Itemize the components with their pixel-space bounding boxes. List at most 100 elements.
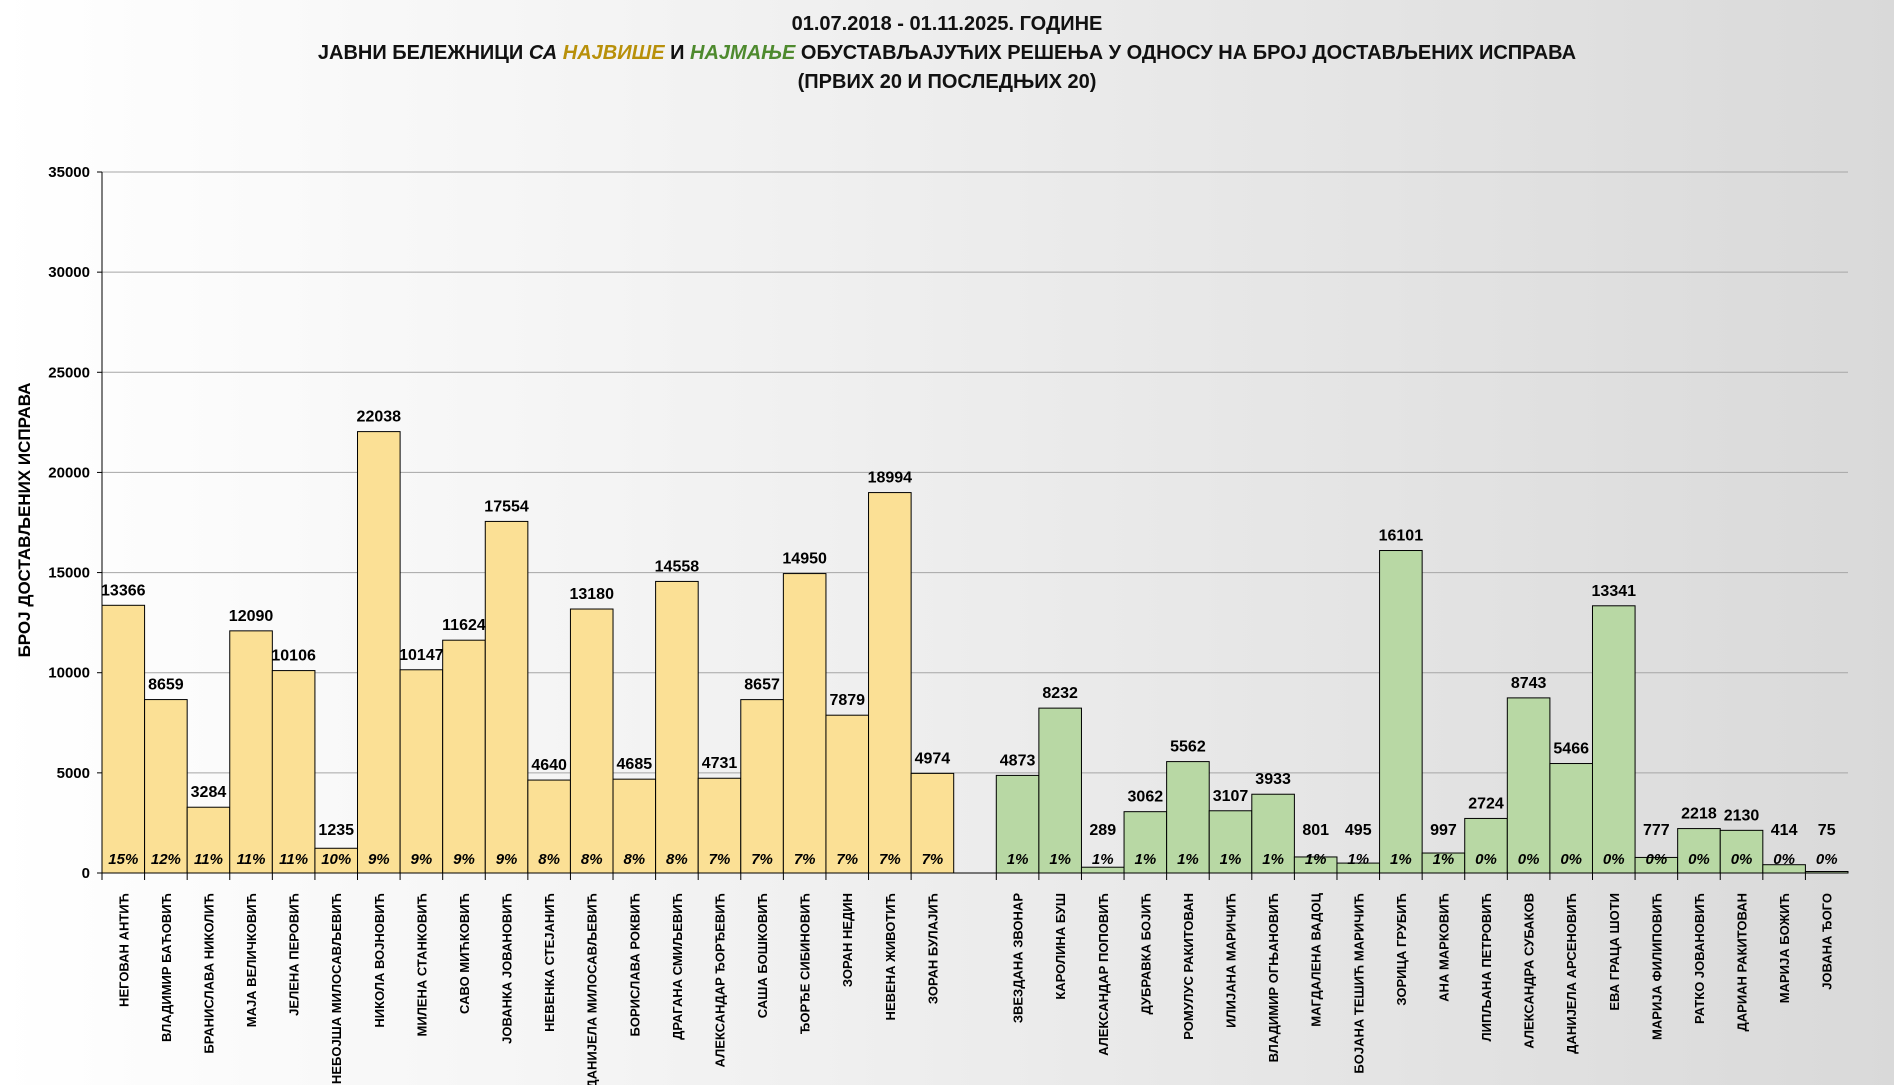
percent-label: 9% (411, 851, 433, 868)
percent-label: 0% (1603, 851, 1625, 868)
category-label: АЛЕКСАНДАР ПОПОВИЋ (1096, 893, 1111, 1056)
bar (1251, 793, 1295, 874)
category-label: ДАНИЈЕЛА МИЛОСАВЉЕВИЋ (585, 893, 600, 1085)
category-label: НЕВЕНА ЖИВОТИЋ (883, 893, 898, 1020)
category-label: РАТКО ЈОВАНОВИЋ (1692, 893, 1707, 1024)
value-label: 4731 (702, 755, 738, 772)
category-label: ДАНИЈЕЛА АРСЕНОВИЋ (1564, 893, 1579, 1054)
percent-label: 7% (922, 851, 944, 868)
category-label: БОРИСЛАВА РОКВИЋ (627, 893, 642, 1036)
value-label: 5562 (1170, 739, 1206, 756)
title-least: НАЈМАЊЕ (690, 42, 796, 64)
value-label: 10147 (399, 647, 444, 664)
percent-label: 8% (581, 851, 603, 868)
bar (1038, 707, 1082, 874)
percent-label: 11% (279, 851, 308, 868)
percent-label: 1% (1220, 851, 1242, 868)
title-most: НАЈВИШЕ (562, 42, 665, 64)
category-label: ВЛАДИМИР ОГЊАНОВИЋ (1266, 893, 1281, 1062)
percent-label: 0% (1646, 851, 1668, 868)
percent-label: 1% (1305, 851, 1327, 868)
percent-label: 7% (836, 851, 858, 868)
category-label: ЂОРЂЕ СИБИНОВИЋ (798, 893, 813, 1034)
category-label: МАРИЈА БОЖИЋ (1777, 893, 1792, 1003)
percent-label: 9% (496, 851, 518, 868)
category-label: ИЛИЈАНА МАРИЧИЋ (1224, 893, 1239, 1028)
bar (868, 492, 912, 874)
bar (229, 630, 273, 874)
percent-label: 8% (666, 851, 688, 868)
title-text: ЈАВНИ БЕЛЕЖНИЦИ (317, 42, 529, 64)
value-label: 17554 (484, 498, 529, 515)
bar (1591, 605, 1636, 874)
bar (1762, 864, 1806, 874)
value-label: 4974 (915, 750, 951, 767)
bar (442, 639, 486, 874)
value-label: 14558 (655, 558, 700, 575)
title-text: И (664, 42, 691, 64)
value-label: 13341 (1592, 583, 1637, 600)
category-label: МАЈА ВЕЛИЧКОВИЋ (244, 893, 259, 1027)
value-label: 18994 (868, 470, 913, 487)
value-label: 2130 (1724, 807, 1760, 824)
bar (1379, 550, 1423, 874)
percent-label: 0% (1773, 851, 1795, 868)
bar (484, 520, 529, 874)
bar (1080, 866, 1125, 874)
percent-label: 12% (151, 851, 181, 868)
percent-label: 9% (453, 851, 475, 868)
percent-label: 0% (1518, 851, 1540, 868)
value-label: 10106 (271, 648, 316, 665)
percent-label: 1% (1390, 851, 1412, 868)
percent-label: 1% (1092, 851, 1114, 868)
category-label: МАГДАЛЕНА ВАДОЦ (1309, 892, 1324, 1026)
bar (1804, 870, 1849, 874)
chart-title: 01.07.2018 - 01.11.2025. ГОДИНЕ ЈАВНИ БЕ… (0, 10, 1894, 97)
bar (1677, 828, 1721, 874)
percent-label: 7% (879, 851, 901, 868)
percent-label: 10% (321, 851, 351, 868)
y-tick-label: 0 (82, 865, 90, 882)
category-label: ЕВА ГРАЦА ШОТИ (1607, 893, 1622, 1011)
value-label: 4685 (617, 756, 653, 773)
y-tick-label: 10000 (48, 665, 90, 682)
value-label: 3107 (1213, 788, 1249, 805)
bar (825, 714, 870, 874)
value-label: 3284 (191, 784, 227, 801)
bar (655, 580, 699, 874)
category-label: РОМУЛУС РАКИТОВАН (1181, 893, 1196, 1040)
category-label: ЛИПЉАНА ПЕТРОВИЋ (1479, 893, 1494, 1041)
percent-label: 1% (1049, 851, 1071, 868)
category-label: САВО МИЋКОВИЋ (457, 893, 472, 1014)
y-tick-label: 35000 (48, 164, 90, 181)
category-label: ЈОВАНА ЂОГО (1820, 893, 1835, 990)
title-text: ОБУСТАВЉАЈУЋИХ РЕШЕЊА У ОДНОСУ НА БРОЈ Д… (795, 42, 1577, 64)
percent-label: 1% (1007, 851, 1029, 868)
value-label: 14950 (782, 551, 827, 568)
category-label: ЈЕЛЕНА ПЕРОВИЋ (287, 893, 302, 1016)
bar (314, 847, 359, 874)
bar (1719, 829, 1764, 874)
value-label: 2218 (1681, 806, 1717, 823)
percent-label: 1% (1134, 851, 1156, 868)
category-label: ЗОРАН НЕДИН (840, 893, 855, 987)
value-label: 13180 (569, 586, 614, 603)
bar (1506, 697, 1551, 874)
category-label: ЗОРИЦА ГРУБИЋ (1394, 893, 1409, 1006)
bar (1464, 817, 1508, 874)
category-label: НЕБОЈША МИЛОСАВЉЕВИЋ (329, 893, 344, 1084)
percent-label: 7% (794, 851, 816, 868)
value-label: 22038 (357, 409, 402, 426)
value-label: 8659 (148, 677, 184, 694)
title-text: СА (528, 42, 563, 64)
category-label: САША БОШКОВИЋ (755, 893, 770, 1018)
value-label: 8657 (744, 677, 780, 694)
value-label: 13366 (101, 582, 146, 599)
category-label: ЗВЕЗДАНА ЗВОНАР (1011, 893, 1026, 1023)
category-label: МАРИЈА ФИЛИПОВИЋ (1649, 893, 1664, 1040)
percent-label: 7% (709, 851, 731, 868)
value-label: 12090 (229, 608, 274, 625)
title-line-1: 01.07.2018 - 01.11.2025. ГОДИНЕ (791, 13, 1103, 35)
percent-label: 0% (1731, 851, 1753, 868)
category-label: НЕВЕНКА СТЕЈАНИЋ (542, 893, 557, 1032)
